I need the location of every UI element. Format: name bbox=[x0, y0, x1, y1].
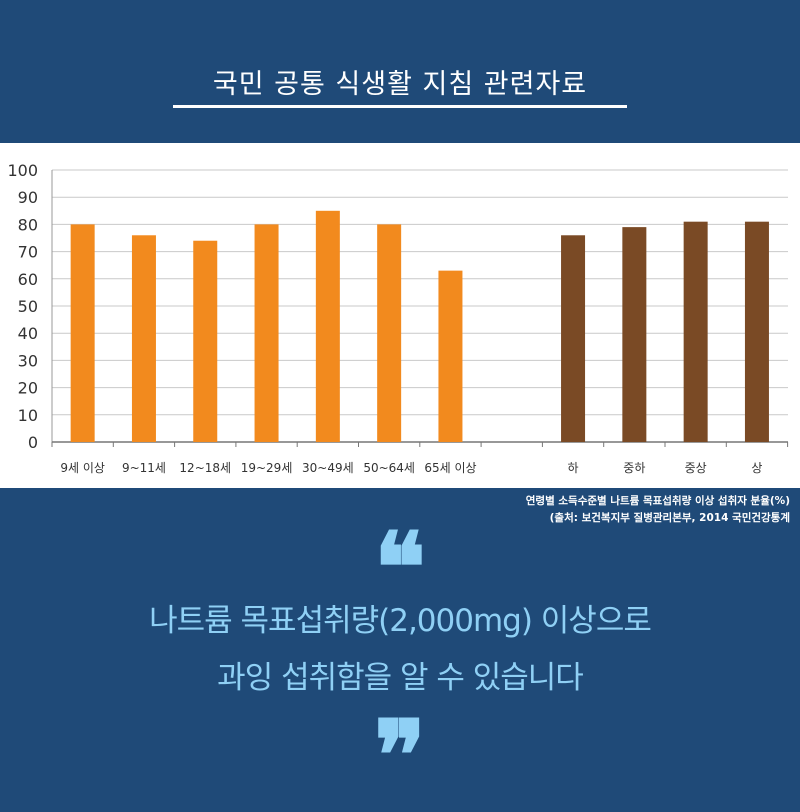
close-quote-icon: ❞ bbox=[374, 699, 426, 812]
bar-30~49세 bbox=[315, 210, 340, 442]
y-tick-label: 90 bbox=[18, 188, 38, 207]
x-tick-label: 하 bbox=[568, 461, 579, 475]
bar-9~11세 bbox=[131, 235, 156, 442]
x-tick-label: 상 bbox=[751, 461, 762, 475]
bar-12~18세 bbox=[193, 240, 218, 442]
bar-9세 이상 bbox=[70, 224, 95, 442]
x-tick-label: 30~49세 bbox=[302, 461, 354, 475]
bar-chart: 0 10 20 30 40 50 60 70 80 90 100 9세 이상 9~11세 12~18세 19… bbox=[7, 161, 789, 475]
message-line-1: 나트륨 목표섭취량(2,000mg) 이상으로 bbox=[149, 603, 652, 639]
page-title: 국민 공통 식생활 지침 관련자료 bbox=[212, 69, 588, 100]
y-tick-label: 40 bbox=[18, 324, 38, 343]
x-tick-label: 9세 이상 bbox=[60, 461, 105, 475]
bar-65세 이상 bbox=[438, 270, 463, 442]
y-tick-label: 0 bbox=[28, 433, 38, 452]
chart-panel: 0 10 20 30 40 50 60 70 80 90 100 9세 이상 9~11세 12~18세 19… bbox=[0, 143, 800, 488]
x-tick-label: 12~18세 bbox=[179, 461, 231, 475]
y-tick-label: 30 bbox=[18, 351, 38, 370]
x-tick-label: 중상 bbox=[685, 461, 707, 475]
chart-caption: 연령별 소득수준별 나트륨 목표섭취량 이상 섭취자 분율(%) bbox=[525, 495, 790, 507]
y-tick-label: 100 bbox=[7, 161, 38, 180]
chart-source: (출처: 보건복지부 질병관리본부, 2014 국민건강통계 bbox=[549, 512, 790, 524]
y-tick-label: 60 bbox=[18, 270, 38, 289]
x-tick-label: 중하 bbox=[623, 461, 645, 475]
y-tick-label: 20 bbox=[18, 379, 38, 398]
bar-하 bbox=[561, 235, 586, 442]
bar-중하 bbox=[622, 227, 647, 442]
y-tick-label: 80 bbox=[18, 215, 38, 234]
title-underline bbox=[173, 105, 627, 108]
bar-중상 bbox=[683, 221, 708, 442]
y-tick-label: 70 bbox=[18, 243, 38, 262]
bar-19~29세 bbox=[254, 224, 279, 442]
open-quote-icon: ❝ bbox=[374, 511, 426, 624]
message-line-2: 과잉 섭취함을 알 수 있습니다 bbox=[217, 660, 584, 696]
x-tick-label: 50~64세 bbox=[363, 461, 415, 475]
y-tick-label: 10 bbox=[18, 406, 38, 425]
x-tick-label: 19~29세 bbox=[241, 461, 293, 475]
bar-상 bbox=[744, 221, 769, 442]
bar-50~64세 bbox=[377, 224, 402, 442]
x-tick-label: 65세 이상 bbox=[424, 461, 476, 475]
x-tick-label: 9~11세 bbox=[122, 461, 166, 475]
y-tick-label: 50 bbox=[18, 297, 38, 316]
